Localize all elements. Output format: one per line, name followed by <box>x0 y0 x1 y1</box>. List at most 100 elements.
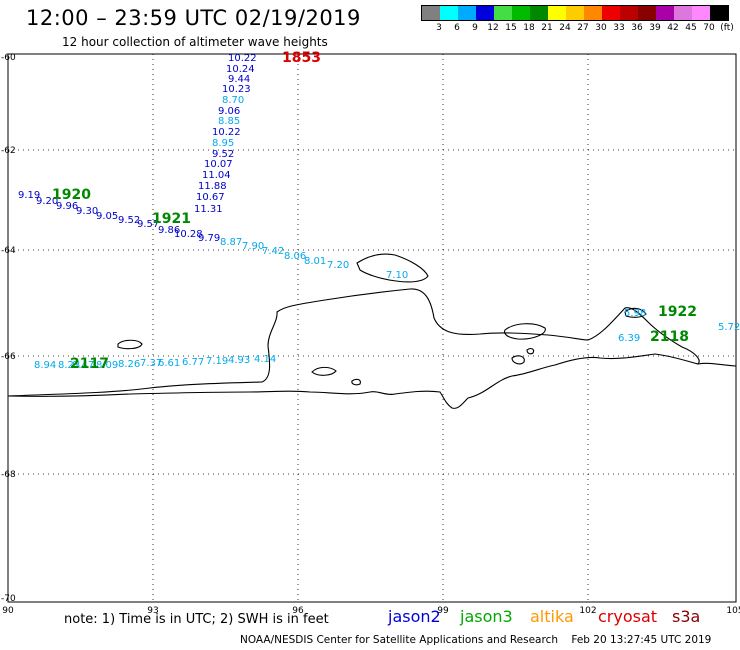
legend-label: 42 <box>667 23 679 33</box>
swh-value: 11.31 <box>194 204 223 215</box>
legend-swatch <box>476 6 494 20</box>
lon-label: 102 <box>579 606 596 616</box>
footnote: note: 1) Time is in UTC; 2) SWH is in fe… <box>64 612 329 627</box>
wave-tracks: 10.2210.249.4410.238.709.068.8510.228.95… <box>18 50 740 372</box>
swh-value: 8.70 <box>222 95 244 106</box>
lon-label: 90 <box>2 606 14 616</box>
legend-swatches <box>421 5 729 21</box>
island-7 <box>351 378 361 386</box>
legend-swatch <box>620 6 638 20</box>
legend-label: 9 <box>472 23 478 33</box>
swh-value: 9.19 <box>18 190 40 201</box>
lon-label: 93 <box>147 606 158 616</box>
pass-time-label: 1853 <box>282 50 321 66</box>
swh-value: 8.01 <box>304 256 326 267</box>
legend-swatch <box>638 6 656 20</box>
swh-value: 9.86 <box>158 225 180 236</box>
credit-line: NOAA/NESDIS Center for Satellite Applica… <box>240 634 711 646</box>
legend-label: 6 <box>454 23 460 33</box>
swh-value: 9.57 <box>137 219 159 230</box>
island-2 <box>117 339 143 350</box>
legend-label: 12 <box>487 23 499 33</box>
swh-value: 6.39 <box>618 333 640 344</box>
legend-swatch <box>656 6 674 20</box>
credit-text: NOAA/NESDIS Center for Satellite Applica… <box>240 634 558 646</box>
island-6 <box>511 355 525 365</box>
pass-time-label: 1922 <box>658 304 697 320</box>
legend-swatch <box>710 6 728 20</box>
coastline-main <box>7 288 700 409</box>
lon-label: 96 <box>292 606 304 616</box>
legend-swatch <box>584 6 602 20</box>
lat-label: -64 <box>1 246 16 256</box>
swh-value: 5.98 <box>624 308 646 319</box>
legend-labels: 3 6 9 12 15 18 21 24 27 30 33 36 39 42 45 70 (ft) <box>421 21 734 33</box>
color-legend: 3 6 9 12 15 18 21 24 27 30 33 36 39 42 45 70 (ft) <box>421 5 734 33</box>
legend-swatch <box>458 6 476 20</box>
swh-value: 7.10 <box>386 270 408 281</box>
swh-value: 8.47 <box>72 360 94 371</box>
swh-value: 8.23 <box>58 360 80 371</box>
swh-value: 6.61 <box>158 358 180 369</box>
island-3 <box>504 323 546 340</box>
swh-value: 7.37 <box>140 358 162 369</box>
legend-swatch <box>602 6 620 20</box>
swh-value: 6.77 <box>182 357 204 368</box>
swh-value: 7.90 <box>242 241 264 252</box>
swh-value: 11.88 <box>198 181 227 192</box>
swh-value: 7.42 <box>262 246 284 257</box>
coastline <box>7 253 737 409</box>
legend-swatch <box>674 6 692 20</box>
swh-value: 4.14 <box>254 354 276 365</box>
island-4 <box>624 307 647 318</box>
swh-value: 9.44 <box>228 74 250 85</box>
lat-label: -62 <box>1 146 16 156</box>
swh-value: 9.96 <box>56 201 78 212</box>
swh-value: 8.95 <box>212 138 234 149</box>
swh-value: 8.85 <box>218 116 240 127</box>
swh-value: 4.93 <box>228 355 250 366</box>
swh-value: 9.79 <box>198 233 220 244</box>
swh-value: 8.87 <box>220 237 242 248</box>
swh-value: 9.20 <box>36 196 58 207</box>
swh-value: 10.22 <box>228 53 257 64</box>
lon-label: 99 <box>437 606 449 616</box>
legend-swatch <box>692 6 710 20</box>
swh-value: 5.72 <box>718 322 740 333</box>
legend-swatch <box>566 6 584 20</box>
legend-label: 18 <box>523 23 535 33</box>
generated-timestamp: Feb 20 13:27:45 UTC 2019 <box>571 634 712 646</box>
swh-value: 9.06 <box>218 106 240 117</box>
legend-swatch <box>422 6 440 20</box>
legend-label: 36 <box>631 23 643 33</box>
swh-value: 7.19 <box>206 356 228 367</box>
legend-swatch <box>494 6 512 20</box>
legend-swatch <box>512 6 530 20</box>
swh-value: 9.05 <box>96 211 118 222</box>
chart-title: 12:00 – 23:59 UTC 02/19/2019 <box>26 6 361 30</box>
legend-swatch <box>548 6 566 20</box>
satellite-name-altika: altika <box>530 607 574 626</box>
swh-value: 8.94 <box>34 360 56 371</box>
swh-value: 9.52 <box>212 149 234 160</box>
satellite-name-jason3: jason3 <box>460 607 513 626</box>
chart-subtitle: 12 hour collection of altimeter wave hei… <box>62 35 328 49</box>
legend-label: 21 <box>541 23 553 33</box>
island-5 <box>311 366 337 376</box>
swh-value: 10.23 <box>222 84 251 95</box>
pass-time-label: 2118 <box>650 329 689 345</box>
island-8 <box>526 348 535 355</box>
lat-label: -60 <box>1 53 16 63</box>
swh-value: 10.67 <box>196 192 225 203</box>
legend-label: 3 <box>436 23 442 33</box>
satellite-name-cryosat: cryosat <box>598 607 658 626</box>
swh-value: 10.28 <box>174 229 203 240</box>
legend-swatch <box>530 6 548 20</box>
swh-value: 11.04 <box>202 170 231 181</box>
plot-frame <box>7 53 737 603</box>
legend-swatch <box>440 6 458 20</box>
swh-value: 9.52 <box>118 215 140 226</box>
lat-label: -70 <box>1 594 16 604</box>
swh-value: 10.22 <box>212 127 241 138</box>
